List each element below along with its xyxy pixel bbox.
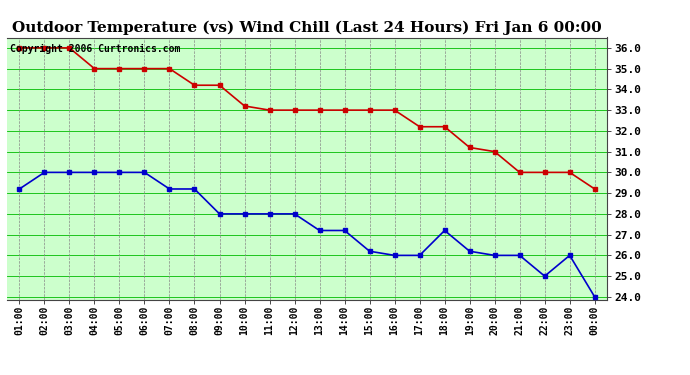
Text: Copyright 2006 Curtronics.com: Copyright 2006 Curtronics.com [10, 44, 180, 54]
Title: Outdoor Temperature (vs) Wind Chill (Last 24 Hours) Fri Jan 6 00:00: Outdoor Temperature (vs) Wind Chill (Las… [12, 21, 602, 35]
